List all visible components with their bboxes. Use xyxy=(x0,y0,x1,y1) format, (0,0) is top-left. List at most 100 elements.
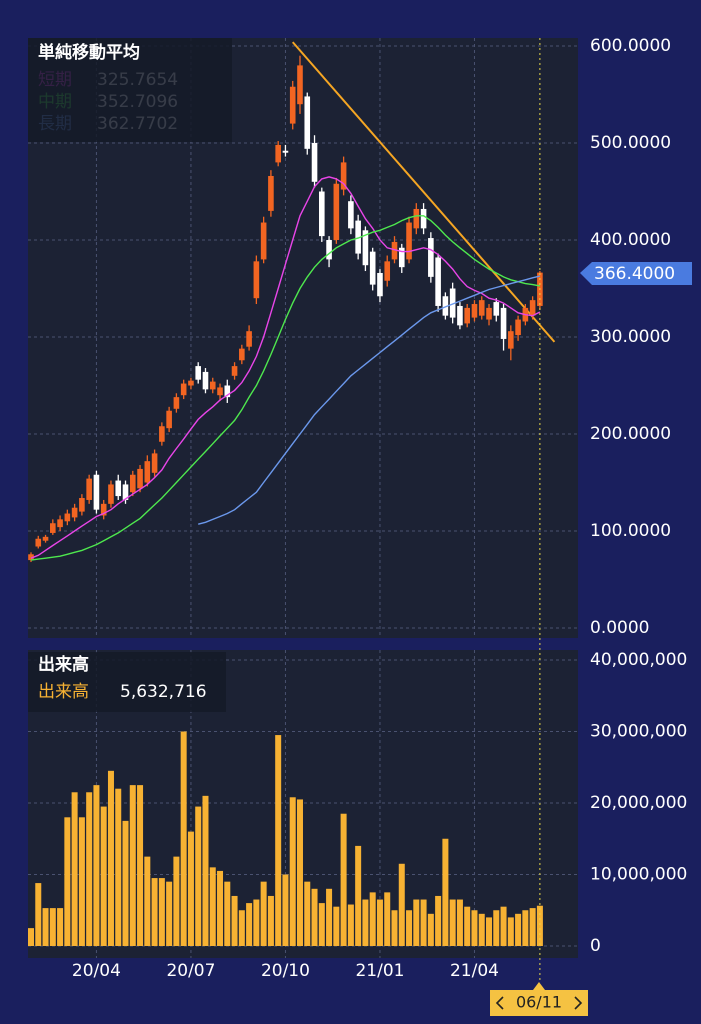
volume-bar xyxy=(71,792,78,946)
volume-legend-value: 5,632,716 xyxy=(120,682,207,702)
candle-body xyxy=(304,96,311,149)
y-tick-label: 200.0000 xyxy=(590,424,671,444)
x-tick-label: 20/04 xyxy=(72,961,121,981)
x-tick-label: 20/07 xyxy=(166,961,215,981)
volume-bar xyxy=(435,895,442,946)
volume-bar xyxy=(318,903,325,946)
volume-bar xyxy=(144,856,151,946)
trendline xyxy=(291,41,556,343)
candle-body xyxy=(144,461,151,483)
candle-body xyxy=(260,222,267,260)
candle-body xyxy=(28,554,34,561)
legend-box xyxy=(28,38,232,142)
candle-body xyxy=(428,238,434,277)
volume-bar xyxy=(427,913,434,946)
volume-bar xyxy=(347,904,354,946)
volume-bar xyxy=(296,799,303,946)
candle-body xyxy=(391,241,398,260)
y-tick-label: 40,000,000 xyxy=(590,650,687,670)
volume-bar xyxy=(42,908,49,946)
y-tick-label: 300.0000 xyxy=(590,327,671,347)
volume-bar xyxy=(478,913,485,946)
volume-bar xyxy=(376,899,383,946)
candle-body xyxy=(239,348,245,361)
y-tick-label: 10,000,000 xyxy=(590,865,687,885)
volume-bar xyxy=(391,910,398,946)
candle-body xyxy=(86,478,92,500)
candle-body xyxy=(420,208,427,229)
candle-body xyxy=(35,538,42,547)
price-tag-label: 366.4000 xyxy=(594,264,675,284)
candle-body xyxy=(71,507,78,518)
candle-body xyxy=(282,150,289,153)
volume-bar xyxy=(311,888,318,946)
volume-bar xyxy=(362,899,369,946)
volume-bar xyxy=(158,878,165,946)
candle-body xyxy=(478,300,485,316)
candle-body xyxy=(377,272,383,297)
candle-body xyxy=(129,474,136,493)
candle-body xyxy=(57,519,63,528)
volume-bar xyxy=(238,910,245,946)
y-tick-label: 400.0000 xyxy=(590,230,671,250)
volume-legend-name: 出来高 xyxy=(38,682,89,702)
volume-bar xyxy=(398,863,405,946)
volume-bar xyxy=(35,883,42,946)
volume-bar xyxy=(529,908,536,946)
volume-bar xyxy=(49,908,56,946)
volume-bar xyxy=(151,878,158,946)
candle-body xyxy=(231,366,238,376)
volume-bar xyxy=(500,906,507,946)
volume-bar xyxy=(187,831,194,946)
candle-body xyxy=(398,247,405,268)
candle-body xyxy=(159,426,165,442)
volume-bar xyxy=(86,792,93,946)
volume-bar xyxy=(195,806,202,946)
volume-bar xyxy=(173,856,180,946)
volume-bar xyxy=(57,908,64,946)
volume-bar xyxy=(304,881,311,946)
x-tick-label: 21/01 xyxy=(355,961,404,981)
cursor-pointer xyxy=(533,982,545,990)
ma-line xyxy=(198,275,541,525)
candle-body xyxy=(42,536,49,541)
candle-body xyxy=(333,183,340,240)
candle-body xyxy=(326,240,332,260)
volume-bar xyxy=(28,928,34,946)
volume-bar xyxy=(420,899,427,946)
volume-bar xyxy=(100,806,107,946)
candle-body xyxy=(151,453,158,473)
volume-legend-box xyxy=(28,652,226,712)
volume-bar xyxy=(202,795,209,946)
volume-bar xyxy=(384,892,391,946)
candle-body xyxy=(340,162,347,190)
candle-body xyxy=(180,383,187,396)
candle-body xyxy=(195,366,202,380)
price-tag xyxy=(580,262,692,285)
volume-bar xyxy=(231,895,238,946)
y-tick-label: 30,000,000 xyxy=(590,722,687,742)
candle-body xyxy=(493,302,500,316)
y-tick-label: 0.0000 xyxy=(590,618,649,638)
volume-bar xyxy=(355,845,362,946)
candle-body xyxy=(224,385,231,398)
volume-bar xyxy=(64,817,71,946)
candle-body xyxy=(311,143,318,182)
volume-bar xyxy=(78,817,85,946)
candle-body xyxy=(515,319,521,336)
volume-bar xyxy=(122,820,129,946)
candle-body xyxy=(93,474,100,510)
candle-body xyxy=(508,331,514,349)
y-tick-label: 100.0000 xyxy=(590,521,671,541)
cursor-arrows xyxy=(495,996,583,1010)
candle-body xyxy=(348,201,354,229)
candle-body xyxy=(137,468,143,489)
volume-bar xyxy=(166,881,173,946)
candle-body xyxy=(188,380,194,386)
volume-bar xyxy=(217,870,224,946)
candle-body xyxy=(209,381,216,390)
candle-body xyxy=(297,65,303,105)
volume-bar xyxy=(369,892,376,946)
candle-body xyxy=(202,371,209,390)
